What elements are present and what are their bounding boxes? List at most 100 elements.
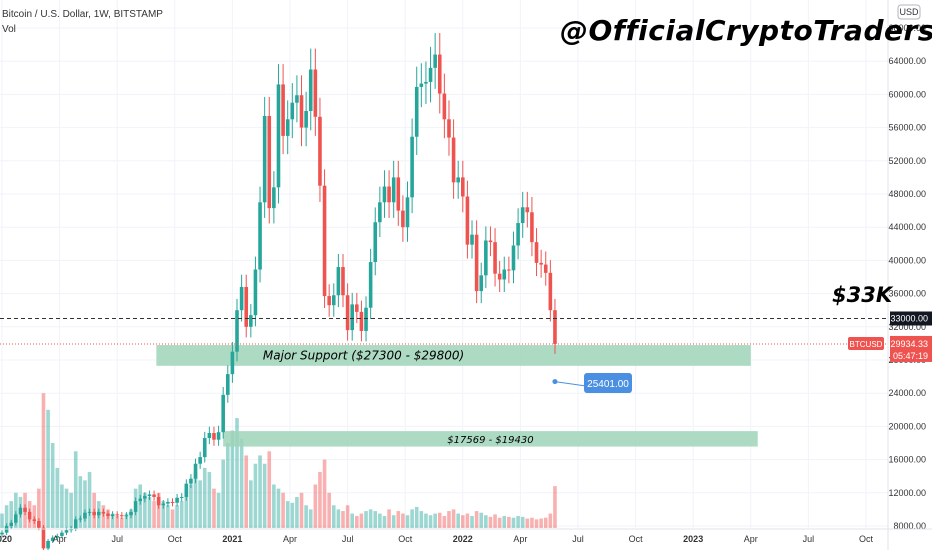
candle-body [313, 69, 318, 117]
candle-body [27, 511, 32, 520]
candle-body [442, 93, 447, 120]
volume-bar [424, 513, 428, 528]
time-axis[interactable]: 2020 Apr Jul Oct 2021 Apr Jul Oct 2022 Apr Jul Oct 2… [0, 528, 932, 544]
volume-bar [175, 505, 179, 528]
volume-bar [442, 516, 447, 528]
candle-body [520, 207, 525, 224]
volume-bar [516, 516, 520, 528]
candle-body [424, 81, 428, 84]
candle-body [456, 177, 460, 183]
candle-body [336, 267, 341, 296]
low-callout[interactable]: 25401.00 [552, 373, 632, 393]
candle-body [78, 518, 83, 520]
volume-bar [484, 515, 488, 528]
candle-body [405, 197, 410, 228]
candle-body [355, 304, 359, 312]
volume-bar [308, 509, 313, 528]
volume-bar [202, 467, 207, 528]
candle-body [295, 95, 299, 103]
volume-bar [295, 496, 299, 528]
candle-body [212, 433, 216, 440]
candle-body [331, 295, 336, 306]
volume-bar [78, 476, 83, 528]
callout-leader [554, 381, 587, 387]
candle-body [461, 177, 465, 197]
y-tick-label: 68000.00 [888, 23, 926, 33]
y-tick-label: 48000.00 [888, 189, 926, 199]
volume-bar [239, 438, 244, 528]
candle-body [244, 286, 249, 327]
candle-body [18, 507, 23, 515]
support-zones[interactable]: Major Support ($27300 - $29800) $17569 - … [156, 345, 758, 447]
volume-indicator-label: Vol [2, 24, 16, 35]
candle-body [373, 222, 378, 263]
candle-body [414, 86, 419, 137]
volume-bar [147, 496, 152, 528]
volume-bar [364, 511, 368, 528]
volume-bar [419, 511, 424, 528]
volume-bar [401, 513, 405, 528]
candle-body [272, 187, 276, 209]
candle-body [249, 315, 253, 327]
candle-body [447, 119, 451, 138]
volume-bar [530, 517, 534, 528]
target-label: $33K [832, 283, 893, 307]
volume-bar [548, 513, 553, 528]
support-zone-2[interactable] [223, 431, 758, 447]
candle-body [484, 240, 488, 276]
candle-body [327, 296, 331, 306]
candle-body [198, 457, 202, 464]
y-tick-label: 8000.00 [893, 521, 926, 531]
candle-body [433, 54, 437, 68]
x-tick-label: Oct [629, 534, 644, 544]
symbol-tag-label: BTCUSD [850, 340, 883, 349]
volume-bar [281, 492, 285, 528]
volume-bar [216, 492, 221, 528]
volume-bar [322, 459, 327, 528]
x-tick-label: Apr [283, 534, 297, 544]
volume-bar [543, 517, 548, 528]
price-tag [890, 335, 932, 362]
volume-bar [272, 484, 276, 528]
volume-bar [474, 511, 479, 528]
volume-bar [156, 492, 161, 528]
candle-body [166, 501, 170, 504]
support-zone-1[interactable] [156, 345, 751, 366]
candle-body [115, 514, 119, 516]
volume-bar [461, 515, 465, 528]
volume-bar [124, 513, 129, 528]
candle-body [488, 240, 493, 243]
candle-body [534, 242, 539, 263]
candle-body [221, 394, 225, 433]
price-axis[interactable]: 8000.00 12000.00 16000.00 20000.00 24000.00 2… [848, 0, 932, 550]
candle-body [299, 95, 304, 128]
volume-bar [318, 472, 322, 528]
candle-body [170, 501, 175, 503]
volume-bar [73, 451, 78, 528]
candle-body [516, 223, 520, 246]
candle-body [304, 111, 308, 128]
volume-bar [64, 488, 69, 528]
volume-bar [428, 515, 433, 528]
volume-bar [396, 511, 401, 528]
x-tick-label: 2020 [0, 534, 12, 544]
volume-bar [341, 511, 345, 528]
volume-bar [152, 501, 156, 528]
candle-body [175, 497, 179, 503]
candle-body [387, 186, 391, 203]
volume-bar [368, 509, 373, 528]
support-zone-label-2: $17569 - $19430 [447, 435, 533, 446]
level-lines [0, 318, 888, 345]
volume-bar [120, 517, 124, 528]
callout-box[interactable] [584, 373, 632, 393]
candle-body [37, 521, 41, 528]
currency-badge[interactable] [897, 4, 921, 20]
candle-body [543, 264, 548, 273]
volume-bar [143, 492, 147, 528]
volume-bar [313, 484, 318, 528]
candle-body [120, 515, 124, 517]
candle-body [253, 269, 258, 316]
candle-body [308, 69, 313, 111]
